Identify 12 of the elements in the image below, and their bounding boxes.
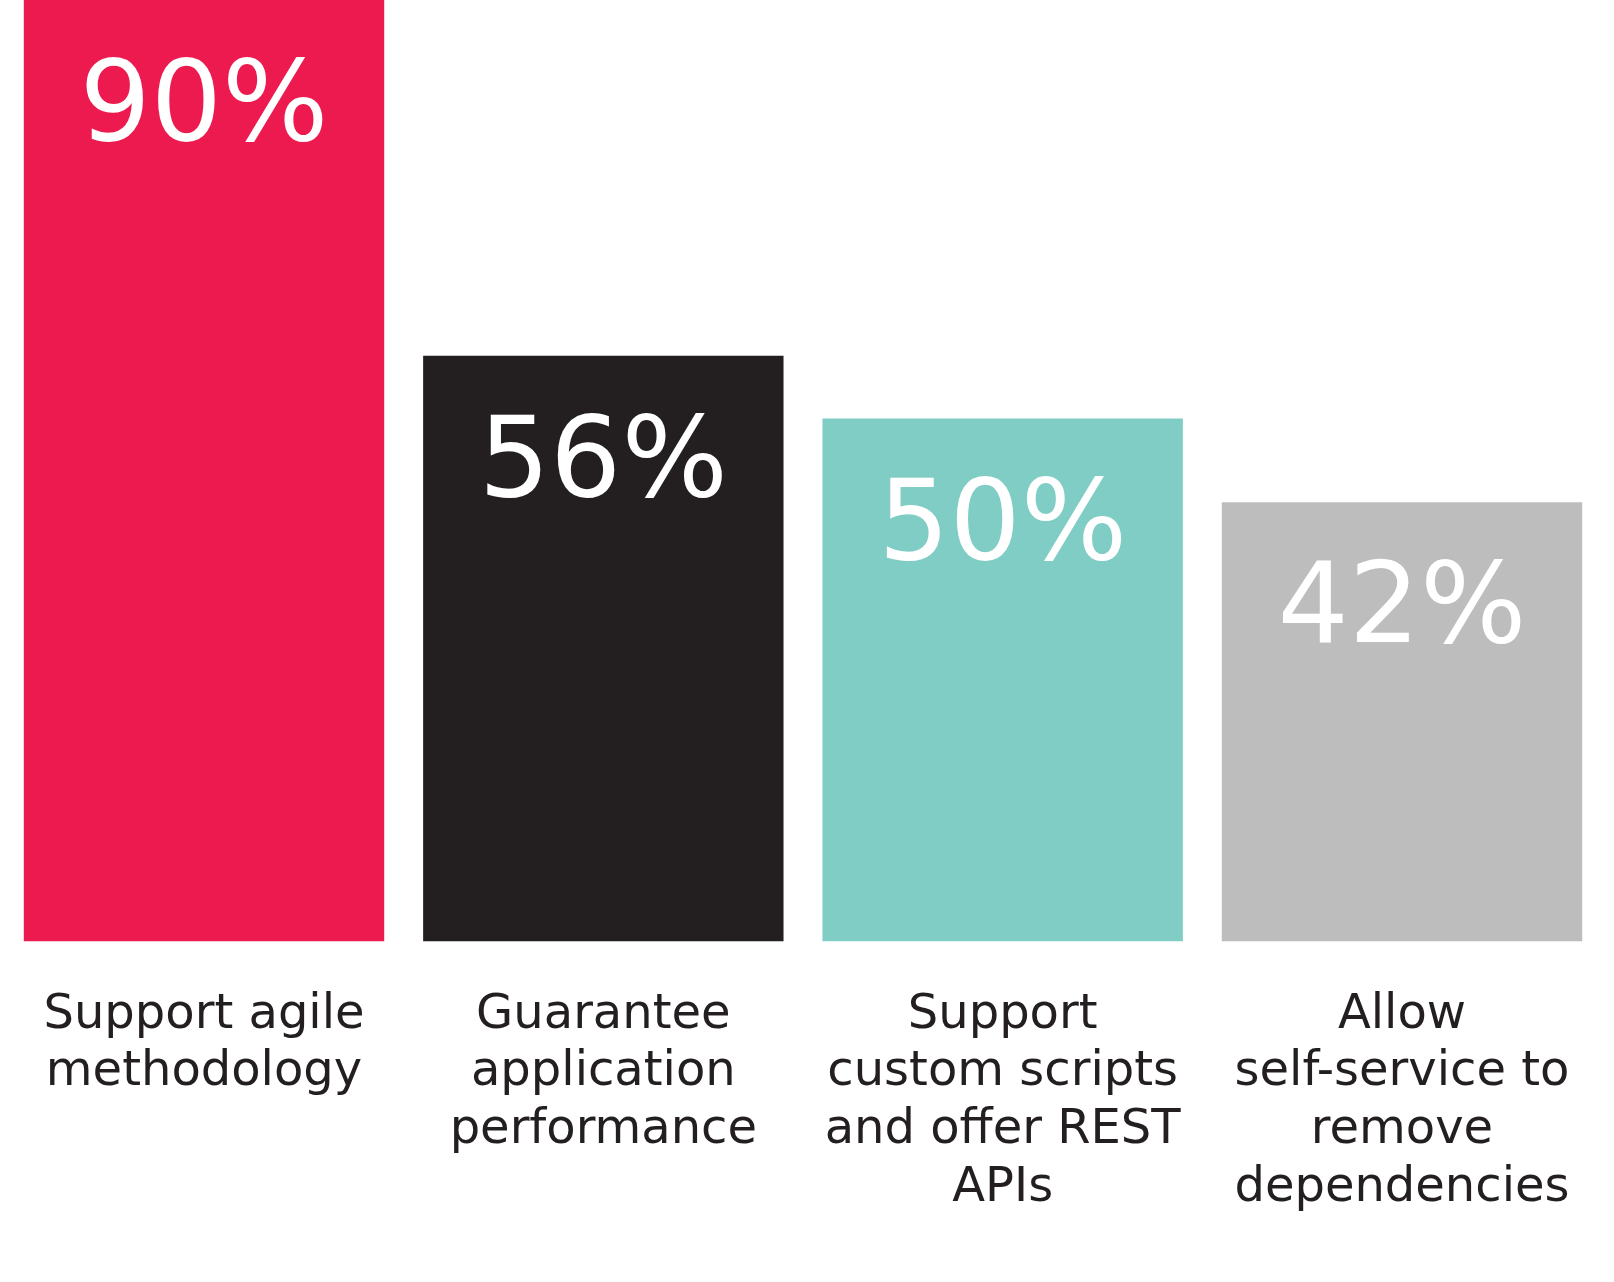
bar	[423, 355, 784, 942]
x-tick-label: Allow self-service to remove dependencies	[1234, 982, 1570, 1212]
x-tick-label: Guarantee application performance	[449, 982, 758, 1155]
data-label: 50%	[878, 454, 1128, 585]
x-tick-label: Support agile methodology	[43, 982, 365, 1097]
bar	[822, 418, 1183, 942]
bar	[1221, 502, 1583, 942]
x-tick-label: Support custom scripts and offer REST APIs	[824, 982, 1182, 1212]
data-label: 90%	[79, 36, 329, 167]
bar	[23, 0, 385, 942]
data-label: 42%	[1277, 538, 1527, 669]
data-label: 56%	[478, 391, 728, 522]
